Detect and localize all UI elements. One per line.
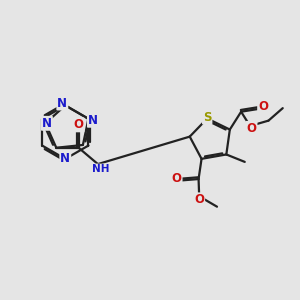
Text: N: N <box>57 97 67 110</box>
Text: N: N <box>42 117 52 130</box>
Text: O: O <box>258 100 268 113</box>
Text: O: O <box>194 193 204 206</box>
Text: O: O <box>74 118 84 131</box>
Text: O: O <box>247 122 256 135</box>
Text: NH: NH <box>92 164 109 175</box>
Text: S: S <box>203 110 212 124</box>
Text: O: O <box>172 172 182 185</box>
Text: N: N <box>60 152 70 165</box>
Text: N: N <box>88 114 98 127</box>
